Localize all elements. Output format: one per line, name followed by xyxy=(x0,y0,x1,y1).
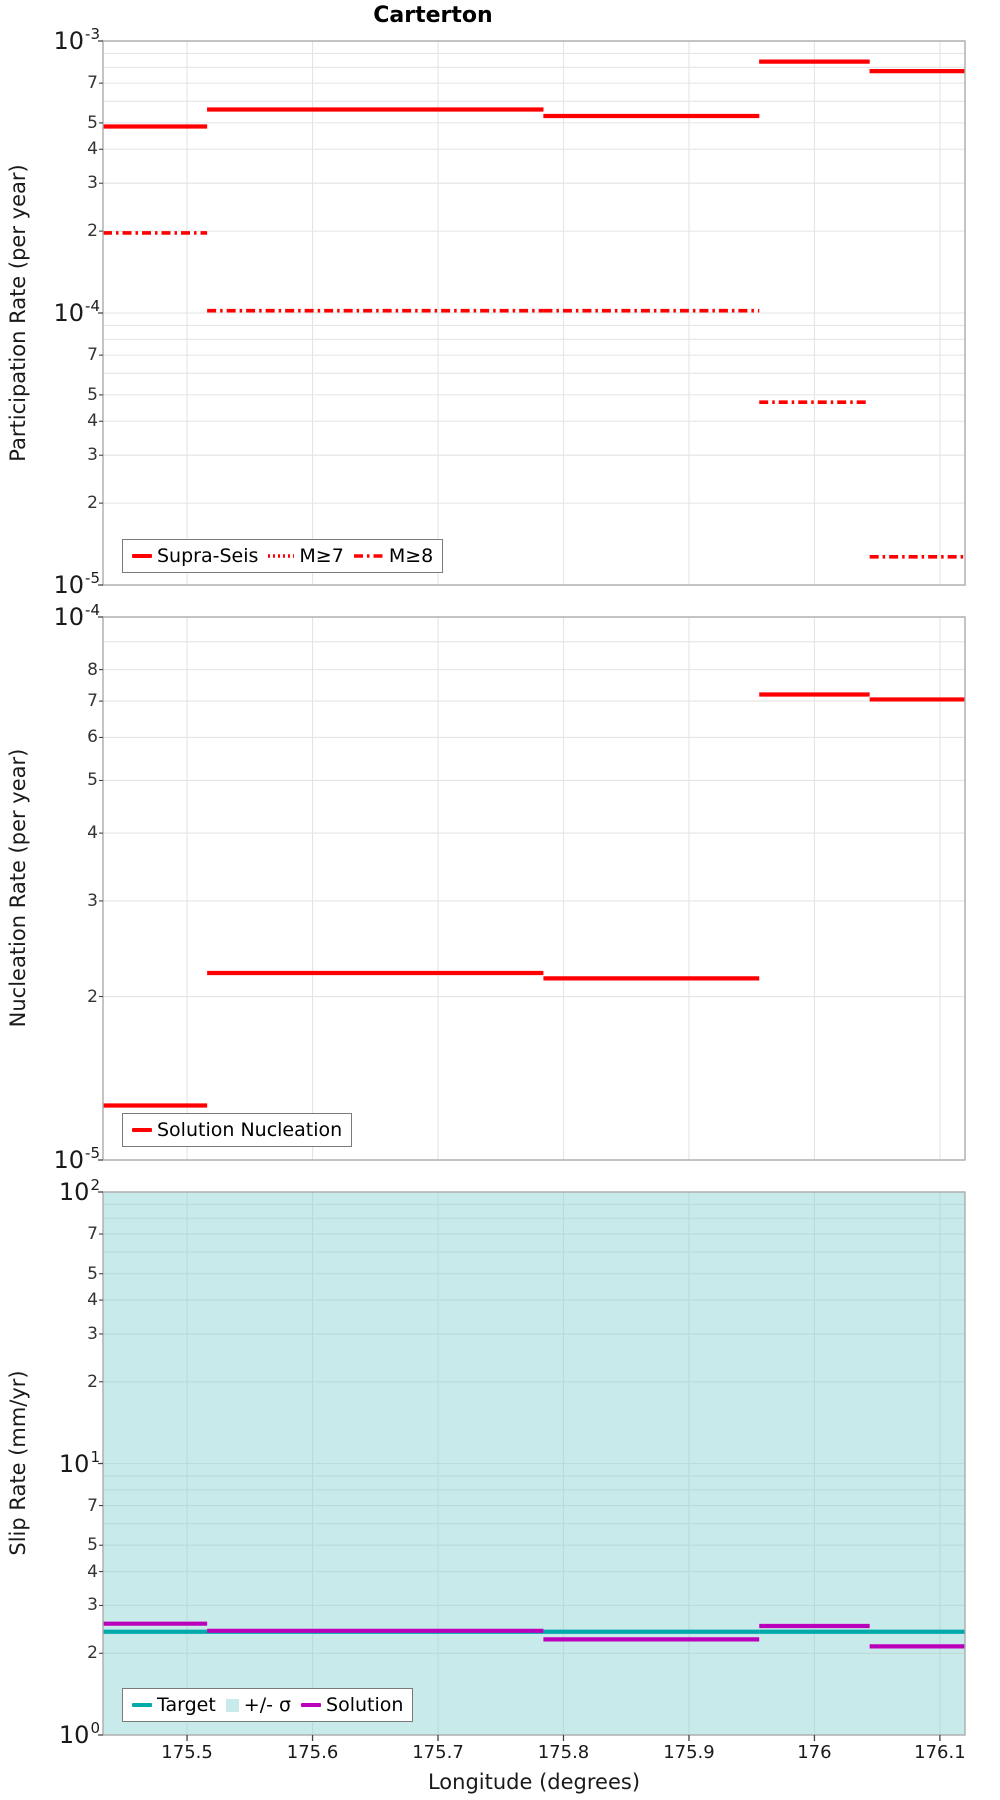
legend-item-solution-nucleation: Solution Nucleation xyxy=(132,1119,342,1141)
x-tick-label: 176.1 xyxy=(914,1742,966,1763)
y-tick-label-minor: 3 xyxy=(87,1323,98,1344)
y-tick-label-major: 10-3 xyxy=(53,25,100,55)
y-tick-label-minor: 2 xyxy=(87,221,98,242)
panel-border xyxy=(102,616,966,1161)
x-tick-label: 175.7 xyxy=(412,1742,464,1763)
y-tick-label-minor: 7 xyxy=(87,1495,98,1516)
y-tick-label-minor: 7 xyxy=(87,345,98,366)
x-tick-label: 175.5 xyxy=(161,1742,213,1763)
y-tick-label-minor: 3 xyxy=(87,445,98,466)
legend-label: Supra-Seis xyxy=(157,545,259,567)
y-tick-label-major: 101 xyxy=(58,1447,100,1478)
slip-rate-panel xyxy=(98,1191,966,1736)
participation-legend: Supra-Seis M≥7 M≥8 xyxy=(122,539,444,573)
y-tick-label-minor: 4 xyxy=(87,1290,98,1311)
legend-label: M≥8 xyxy=(388,545,434,567)
nucleation-panel xyxy=(98,616,966,1161)
participation-panel xyxy=(98,40,966,586)
y-tick-label-minor: 2 xyxy=(87,986,98,1007)
y-tick-label-minor: 4 xyxy=(87,411,98,432)
series-solution-nucleation xyxy=(103,692,965,1108)
y-tick-label-minor: 7 xyxy=(87,1224,98,1245)
y-tick-label-major: 100 xyxy=(58,1719,100,1749)
y-tick-label-minor: 4 xyxy=(87,139,98,160)
y-tick-label-minor: 5 xyxy=(87,770,98,791)
legend-item-m-8: M≥8 xyxy=(353,545,434,567)
solid-legend-swatch xyxy=(132,1703,152,1707)
legend-item--: +/- σ xyxy=(225,1694,292,1716)
series-solution xyxy=(103,1621,965,1649)
x-tick-label: 176 xyxy=(797,1742,832,1763)
y-tick-label-minor: 5 xyxy=(87,112,98,133)
legend-label: M≥7 xyxy=(299,545,344,567)
y-tick-label-minor: 4 xyxy=(87,1561,98,1582)
x-tick-label: 175.8 xyxy=(537,1742,590,1763)
solid-legend-swatch xyxy=(301,1703,322,1707)
y-tick-label-minor: 7 xyxy=(87,691,98,712)
y-axis-label-nucleation: Nucleation Rate (per year) xyxy=(6,748,30,1028)
series-m-7 xyxy=(103,59,965,129)
y-tick-label-major: 10-5 xyxy=(53,1144,100,1174)
y-tick-label-major: 102 xyxy=(58,1176,100,1206)
x-tick-label: 175.9 xyxy=(663,1742,715,1763)
chart-title: Carterton xyxy=(373,3,493,28)
legend-item-solution: Solution xyxy=(301,1694,403,1716)
y-tick-label-minor: 4 xyxy=(87,823,98,844)
legend-label: +/- σ xyxy=(243,1694,292,1716)
y-tick-label-minor: 8 xyxy=(87,659,98,680)
series-supra-seis xyxy=(103,59,965,129)
legend-label: Solution xyxy=(326,1694,404,1716)
dotted-legend-swatch xyxy=(268,554,295,558)
square-legend-swatch xyxy=(225,1698,239,1712)
dashdot-legend-swatch xyxy=(353,554,384,558)
series-m-8 xyxy=(103,231,965,559)
legend-label: Solution Nucleation xyxy=(157,1119,343,1141)
y-tick-label-minor: 7 xyxy=(87,73,98,94)
slip-rate-legend: Target +/- σ Solution xyxy=(122,1688,414,1722)
y-tick-label-major: 10-4 xyxy=(53,297,100,327)
legend-item-supra-seis: Supra-Seis xyxy=(132,545,258,567)
nucleation-legend: Solution Nucleation xyxy=(122,1113,353,1147)
y-tick-label-minor: 2 xyxy=(87,493,98,514)
legend-label: Target xyxy=(157,1694,216,1716)
legend-item-m-7: M≥7 xyxy=(268,545,344,567)
y-tick-label-minor: 5 xyxy=(87,384,98,405)
y-tick-label-major: 10-5 xyxy=(53,569,100,599)
x-axis-label: Longitude (degrees) xyxy=(427,1770,641,1794)
y-tick-label-minor: 2 xyxy=(87,1643,98,1664)
y-tick-label-minor: 3 xyxy=(87,173,98,194)
y-tick-label-minor: 3 xyxy=(87,890,98,911)
y-tick-label-minor: 3 xyxy=(87,1595,98,1616)
solid-legend-swatch xyxy=(132,554,152,558)
y-tick-label-minor: 6 xyxy=(87,727,98,748)
y-tick-label-major: 10-4 xyxy=(53,601,100,631)
legend-item-target: Target xyxy=(132,1694,216,1716)
y-tick-label-minor: 5 xyxy=(87,1263,98,1284)
y-tick-label-minor: 5 xyxy=(87,1535,98,1556)
y-tick-label-minor: 2 xyxy=(87,1371,98,1392)
x-tick-label: 175.6 xyxy=(286,1742,339,1763)
solid-legend-swatch xyxy=(132,1128,152,1132)
